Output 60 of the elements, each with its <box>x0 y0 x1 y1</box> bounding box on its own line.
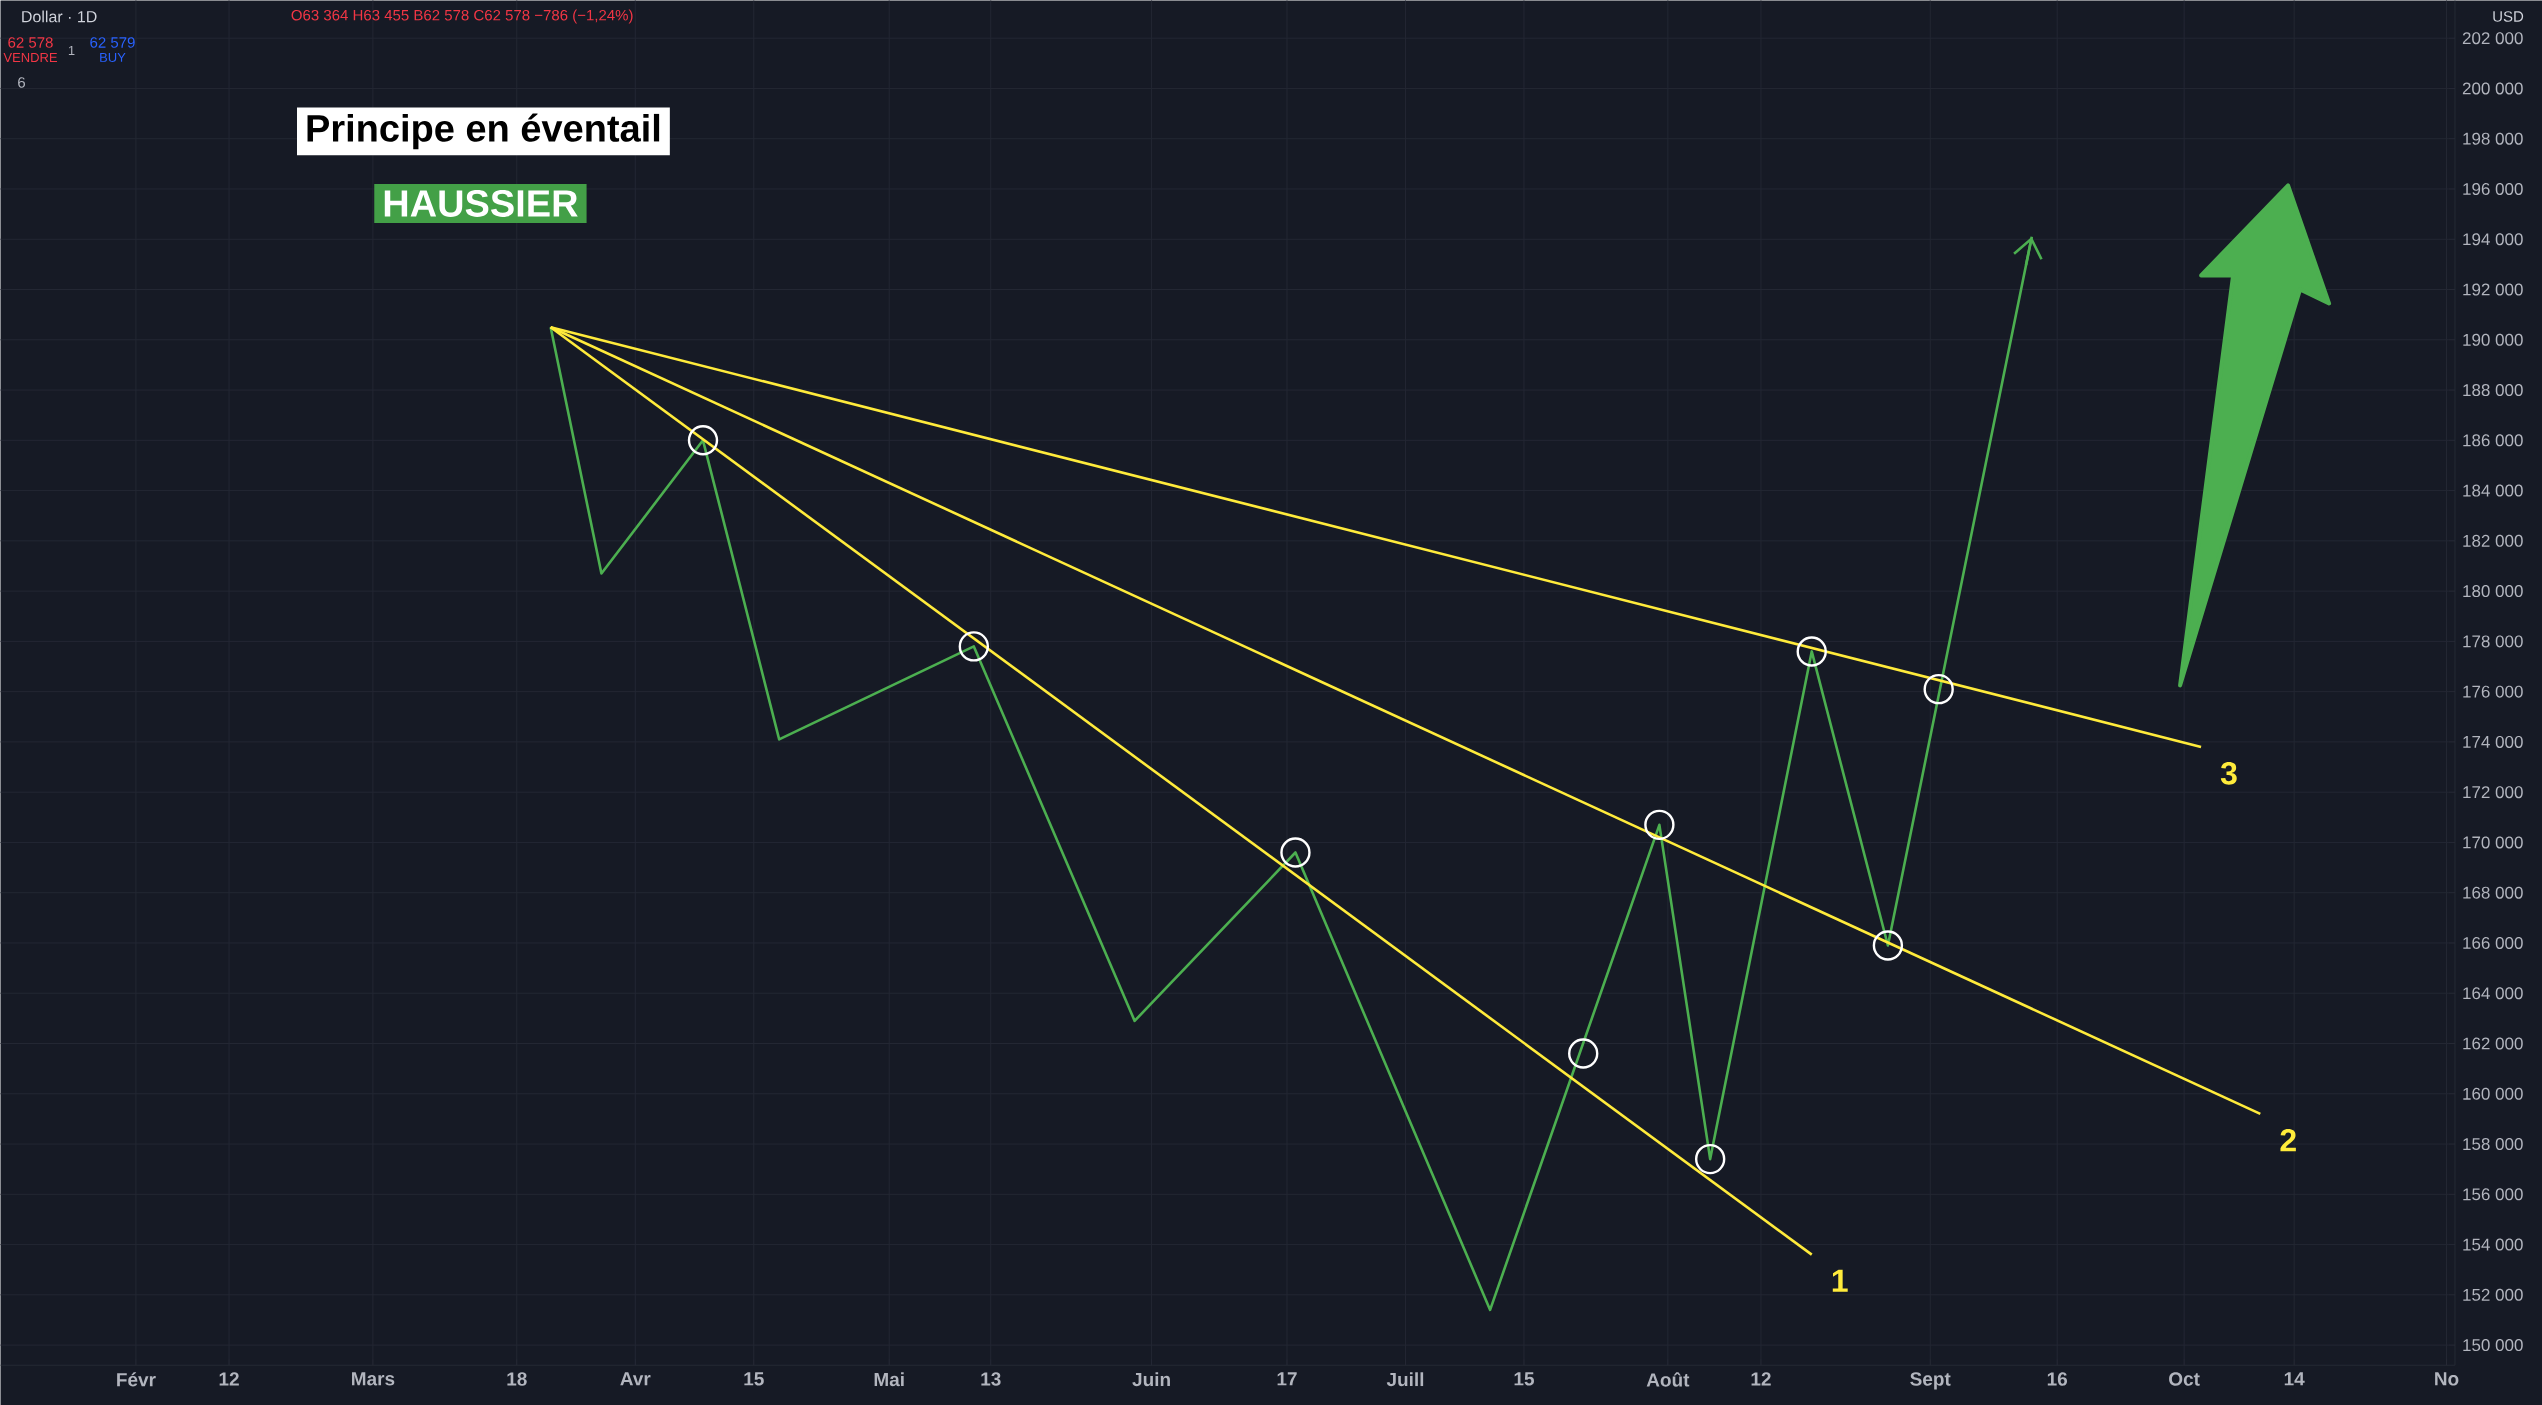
y-tick-label: 178 000 <box>2463 635 2523 648</box>
x-tick-label: 15 <box>744 1372 764 1386</box>
annotation: 1 <box>68 45 75 55</box>
x-tick-label: Mars <box>352 1372 395 1386</box>
y-tick-label: 190 000 <box>2463 333 2523 346</box>
x-tick-label: 13 <box>981 1372 1001 1386</box>
x-tick-label: Févr <box>117 1372 156 1387</box>
annotation: 6 <box>18 77 26 88</box>
y-tick-label: 168 000 <box>2463 886 2523 899</box>
y-tick-label: 184 000 <box>2463 484 2523 497</box>
annotation: 62 579 <box>90 37 135 48</box>
x-tick-label: 16 <box>2047 1372 2068 1386</box>
y-tick-label: 182 000 <box>2463 534 2523 547</box>
y-tick-label: 174 000 <box>2463 735 2523 748</box>
y-tick-label: 192 000 <box>2463 283 2523 296</box>
x-tick-label: 14 <box>2284 1372 2305 1386</box>
x-tick-label: Août <box>1646 1372 1690 1387</box>
y-tick-label: 172 000 <box>2463 786 2523 799</box>
text: Principe en éventail <box>307 113 660 150</box>
x-tick-label: 17 <box>1277 1372 1297 1386</box>
series-label: 2 <box>2280 1128 2296 1152</box>
annotation: BUY <box>100 52 126 62</box>
y-tick-label: 166 000 <box>2463 936 2523 949</box>
x-tick-label: Sept <box>1910 1372 1951 1390</box>
y-tick-label: 154 000 <box>2463 1238 2523 1251</box>
series-label: 1 <box>1832 1269 1848 1292</box>
y-tick-label: 180 000 <box>2463 585 2523 598</box>
text: HAUSSIER <box>384 189 578 217</box>
x-tick-label: 12 <box>219 1372 239 1386</box>
x-tick-label: Juin <box>1132 1372 1170 1387</box>
y-tick-label: 152 000 <box>2463 1288 2523 1301</box>
y-tick-label: 158 000 <box>2463 1137 2523 1150</box>
y-tick-label: 194 000 <box>2463 233 2523 246</box>
y-tick-label: 198 000 <box>2463 132 2523 145</box>
x-tick-label: Avr <box>620 1372 651 1386</box>
x-tick-label: 15 <box>1514 1372 1534 1386</box>
y-tick-label: 196 000 <box>2463 182 2523 195</box>
y-tick-label: 200 000 <box>2462 82 2523 95</box>
annotation: 62 578 <box>8 37 53 48</box>
x-tick-label: Oct <box>2169 1372 2200 1386</box>
annotation: O63 364 H63 455 B62 578 C62 578 −786 (−1,24%) <box>291 9 633 24</box>
y-tick-label: 164 000 <box>2463 987 2523 1000</box>
x-tick-label: Mai <box>874 1372 904 1387</box>
y-tick-label: 202 000 <box>2462 32 2523 45</box>
y-tick-label: 160 000 <box>2463 1087 2523 1100</box>
text: USD <box>2493 11 2524 22</box>
y-tick-label: 188 000 <box>2463 383 2523 396</box>
x-tick-label: 12 <box>1751 1372 1771 1386</box>
x-tick-label: No <box>2435 1372 2459 1386</box>
y-tick-label: 156 000 <box>2463 1188 2523 1201</box>
x-tick-label: 18 <box>507 1372 527 1386</box>
series-label: 3 <box>2220 761 2237 785</box>
annotation: VENDRE <box>3 52 57 62</box>
y-tick-label: 162 000 <box>2463 1037 2523 1050</box>
y-tick-label: 150 000 <box>2463 1339 2523 1352</box>
x-tick-label: Juill <box>1386 1372 1424 1387</box>
annotation: Dollar · 1D <box>22 10 97 23</box>
y-tick-label: 170 000 <box>2463 836 2523 849</box>
y-tick-label: 176 000 <box>2463 685 2523 698</box>
y-tick-label: 186 000 <box>2463 434 2523 447</box>
